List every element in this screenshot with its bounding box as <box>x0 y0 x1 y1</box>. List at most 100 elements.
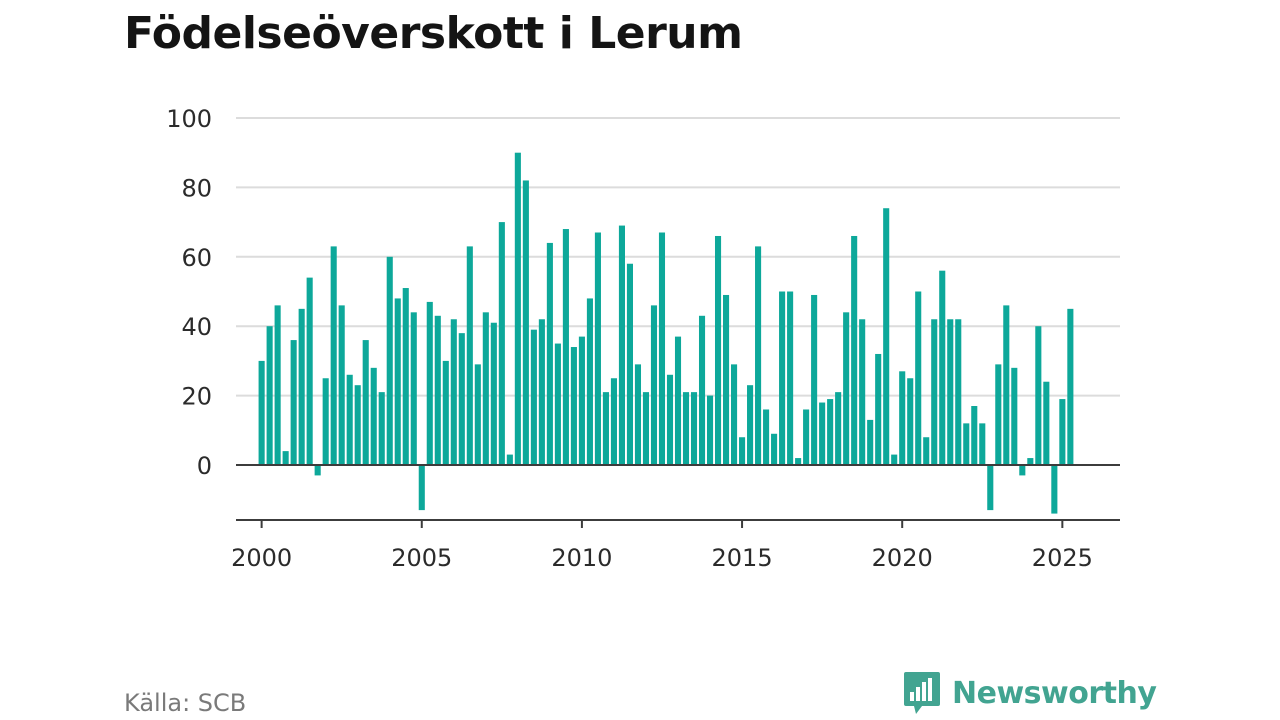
bar-chart: 100 80 60 40 20 0 2000 2005 2010 2015 2020 2025 <box>166 105 1120 572</box>
bar <box>658 232 666 465</box>
bar <box>594 232 601 465</box>
bar <box>779 291 786 465</box>
bar <box>514 152 521 465</box>
x-tick-label: 2005 <box>391 544 452 572</box>
bar <box>915 291 922 465</box>
bar <box>298 308 305 465</box>
bars <box>258 152 1074 514</box>
x-tick-label: 2000 <box>231 544 292 572</box>
bar <box>723 294 730 465</box>
bar <box>787 291 794 465</box>
bar <box>843 312 850 465</box>
bar <box>963 423 970 465</box>
bar <box>739 437 746 465</box>
brand-logo: Newsworthy <box>902 670 1157 716</box>
bar <box>418 465 425 511</box>
bar <box>466 246 473 465</box>
bar <box>819 402 826 465</box>
bar <box>642 392 650 465</box>
bar <box>274 305 281 465</box>
bar <box>907 378 914 465</box>
y-tick-label: 60 <box>181 244 212 272</box>
grid-lines <box>236 117 1120 397</box>
bar <box>434 315 441 465</box>
bar <box>835 392 842 465</box>
bar <box>763 409 770 465</box>
bar <box>1011 367 1018 465</box>
bar <box>306 277 313 465</box>
y-tick-label: 0 <box>197 452 212 480</box>
bar <box>1067 308 1074 465</box>
tick-labels: 100 80 60 40 20 0 2000 2005 2010 2015 2020 2025 <box>166 105 1093 572</box>
bar <box>1051 465 1058 514</box>
bar <box>1043 381 1050 465</box>
bar <box>554 343 561 465</box>
bar <box>931 319 938 465</box>
bar <box>458 333 465 465</box>
bar <box>290 340 297 465</box>
bar <box>402 288 409 465</box>
bar <box>995 364 1002 465</box>
bar <box>602 392 609 465</box>
bar <box>354 385 361 465</box>
bar <box>755 246 762 465</box>
bar <box>867 419 874 465</box>
bar <box>506 454 513 465</box>
bar <box>971 406 978 465</box>
bar <box>338 305 345 465</box>
bar <box>322 378 329 465</box>
bar <box>771 433 778 465</box>
bar <box>891 454 898 465</box>
bar <box>690 392 698 465</box>
chart-title: Födelseöverskott i Lerum <box>124 8 743 59</box>
bar <box>674 336 682 465</box>
bar <box>747 385 754 465</box>
bar <box>955 319 962 465</box>
bar <box>546 242 553 465</box>
bar <box>714 235 722 465</box>
bar <box>811 294 818 465</box>
bar <box>1003 305 1010 465</box>
bar <box>266 326 273 465</box>
x-tick-label: 2020 <box>872 544 933 572</box>
bar <box>538 319 545 465</box>
bar <box>282 451 289 465</box>
source-note: Källa: SCB <box>124 689 247 717</box>
bar <box>450 319 457 465</box>
bar <box>923 437 930 465</box>
bar <box>378 392 385 465</box>
bar <box>522 180 529 465</box>
bar <box>626 263 633 465</box>
bar <box>498 222 505 465</box>
bar <box>618 225 625 465</box>
bar <box>859 319 866 465</box>
brand-name: Newsworthy <box>952 675 1157 711</box>
bar <box>650 305 658 465</box>
bar <box>883 208 890 465</box>
bar <box>947 319 954 465</box>
bar <box>410 312 417 465</box>
axes <box>236 464 1120 528</box>
bar <box>314 465 321 476</box>
bar <box>795 458 802 465</box>
bar <box>1027 458 1034 465</box>
bar <box>706 395 714 465</box>
bar <box>610 378 617 465</box>
bar <box>426 301 433 465</box>
bar <box>851 235 858 465</box>
bar <box>987 465 994 511</box>
bar <box>827 399 834 465</box>
newsworthy-logo-icon <box>904 672 940 714</box>
bar <box>490 322 497 465</box>
bar <box>979 423 986 465</box>
bar <box>586 298 593 465</box>
bar <box>899 371 906 465</box>
y-tick-label: 40 <box>181 313 212 341</box>
bar <box>875 353 882 465</box>
bar <box>698 315 706 465</box>
y-tick-label: 80 <box>181 174 212 202</box>
bar <box>530 329 537 465</box>
bar <box>1019 465 1026 476</box>
x-tick-label: 2010 <box>551 544 612 572</box>
bar <box>1035 326 1042 465</box>
